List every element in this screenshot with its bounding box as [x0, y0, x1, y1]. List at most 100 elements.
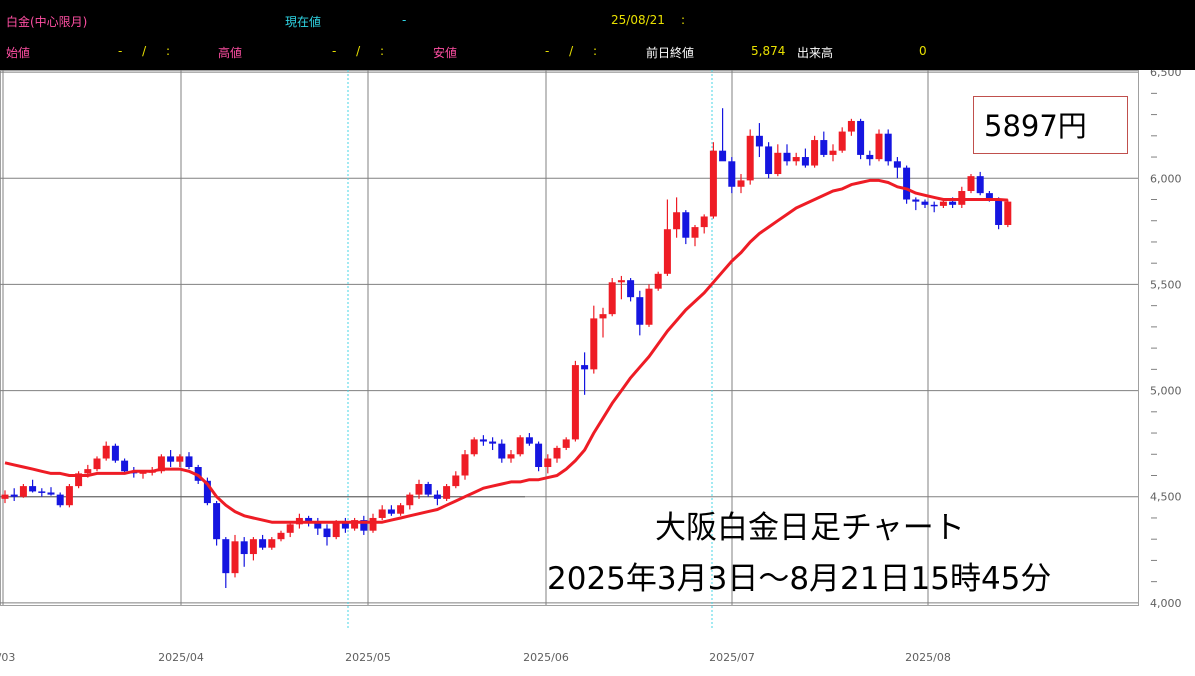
candle-body [286, 524, 294, 533]
candle-body [360, 520, 368, 531]
candle-body [544, 458, 552, 468]
candle-body [571, 365, 579, 440]
candle-body [535, 443, 543, 468]
y-tick-label: 4,500 [1150, 491, 1182, 504]
x-tick-label: 2025/08 [905, 651, 951, 664]
candle-body [341, 522, 349, 529]
candle-body [903, 167, 911, 200]
prev-close-label: 前日終値 [646, 46, 695, 60]
candle-body [314, 522, 322, 529]
high-value: - / : [332, 44, 385, 58]
candle-body [755, 135, 763, 147]
candle-body [461, 454, 469, 476]
price-chart: 6,500 6,000 5,500 5,000 4,500 4,000 5/03 2025/… [0, 70, 1182, 664]
candle-body [397, 505, 405, 514]
candle-body [599, 314, 607, 319]
candle-body [415, 483, 423, 495]
candle-body [847, 120, 855, 132]
x-tick-label: 2025/04 [158, 651, 204, 664]
candle-body [581, 365, 589, 370]
candle-body [995, 199, 1003, 225]
candle-body [222, 539, 230, 574]
candle-body [985, 193, 993, 200]
candle-body [728, 161, 736, 187]
candle-body [203, 480, 211, 504]
candle-body [323, 528, 331, 538]
x-tick-label: 2025/05 [345, 651, 391, 664]
prev-close-value: 5,874 [751, 44, 786, 58]
y-tick-label: 4,000 [1150, 597, 1182, 610]
quote-date: 25/08/21 [611, 13, 665, 27]
candle-body [737, 180, 745, 187]
y-tick-label: 5,000 [1150, 385, 1182, 398]
candle-body [470, 439, 478, 455]
y-tick-label: 6,500 [1150, 70, 1182, 79]
candle-body [29, 486, 37, 492]
candle-body [84, 469, 92, 474]
candle-body [305, 517, 313, 523]
candle-body [774, 152, 782, 175]
candle-body [838, 131, 846, 151]
chart-caption-period: 2025年3月3日～8月21日15時45分 [547, 561, 1052, 597]
candle-body [617, 280, 625, 283]
candle-body [792, 157, 800, 162]
x-tick-label: 2025/07 [709, 651, 755, 664]
candle-body [249, 539, 257, 555]
candle-body [47, 492, 55, 495]
x-tick-label: 5/03 [0, 651, 15, 664]
candle-body [811, 140, 819, 166]
candle-body [765, 146, 773, 175]
candle-body [139, 472, 147, 474]
candle-body [185, 456, 193, 468]
candle-body [608, 282, 616, 315]
candle-body [424, 483, 432, 495]
candle-body [654, 273, 662, 289]
candle-body [406, 494, 414, 506]
moving-average-line [4, 178, 1008, 524]
candle-body [1004, 201, 1012, 225]
candle-body [433, 494, 441, 499]
candle-body [663, 229, 671, 274]
volume-value: 0 [919, 44, 927, 58]
candle-body [691, 227, 699, 238]
current-price-value: - [402, 13, 407, 27]
candle-body [857, 120, 865, 155]
candle-body [167, 456, 175, 462]
candle-body [829, 150, 837, 155]
candle-body [443, 486, 451, 499]
low-label: 安値 [433, 46, 458, 60]
candle-body [231, 541, 239, 574]
current-price-callout: 5897円 [973, 96, 1128, 154]
y-axis: 6,500 6,000 5,500 5,000 4,500 4,000 [1150, 70, 1182, 610]
candle-body [387, 509, 395, 514]
quote-time: : [681, 13, 686, 27]
current-price-label: 現在値 [285, 15, 322, 29]
candle-body [75, 473, 83, 487]
candle-body [801, 157, 809, 166]
volume-label: 出来高 [797, 46, 834, 60]
candle-body [682, 212, 690, 238]
candle-body [452, 475, 460, 487]
candle-body [516, 437, 524, 455]
candle-body [351, 520, 359, 529]
low-value: - / : [545, 44, 598, 58]
candle-body [949, 201, 957, 205]
instrument-name: 白金(中心限月) [6, 15, 88, 29]
y-tick-label: 6,000 [1150, 172, 1182, 185]
candle-body [967, 176, 975, 192]
candle-body [498, 443, 506, 459]
candle-body [378, 509, 386, 518]
candle-body [930, 204, 938, 207]
candle-body [939, 201, 947, 206]
candle-body [38, 491, 46, 493]
candle-body [627, 280, 635, 298]
candle-body [893, 161, 901, 168]
candle-body [636, 297, 644, 325]
chart-grid [0, 70, 1139, 606]
candle-body [240, 541, 248, 555]
candle-body [866, 154, 874, 160]
x-axis: 5/03 2025/04 2025/05 2025/06 2025/07 2025/08 [0, 651, 951, 664]
candle-body [176, 456, 184, 462]
candle-body [553, 447, 561, 459]
candle-body [259, 539, 267, 548]
